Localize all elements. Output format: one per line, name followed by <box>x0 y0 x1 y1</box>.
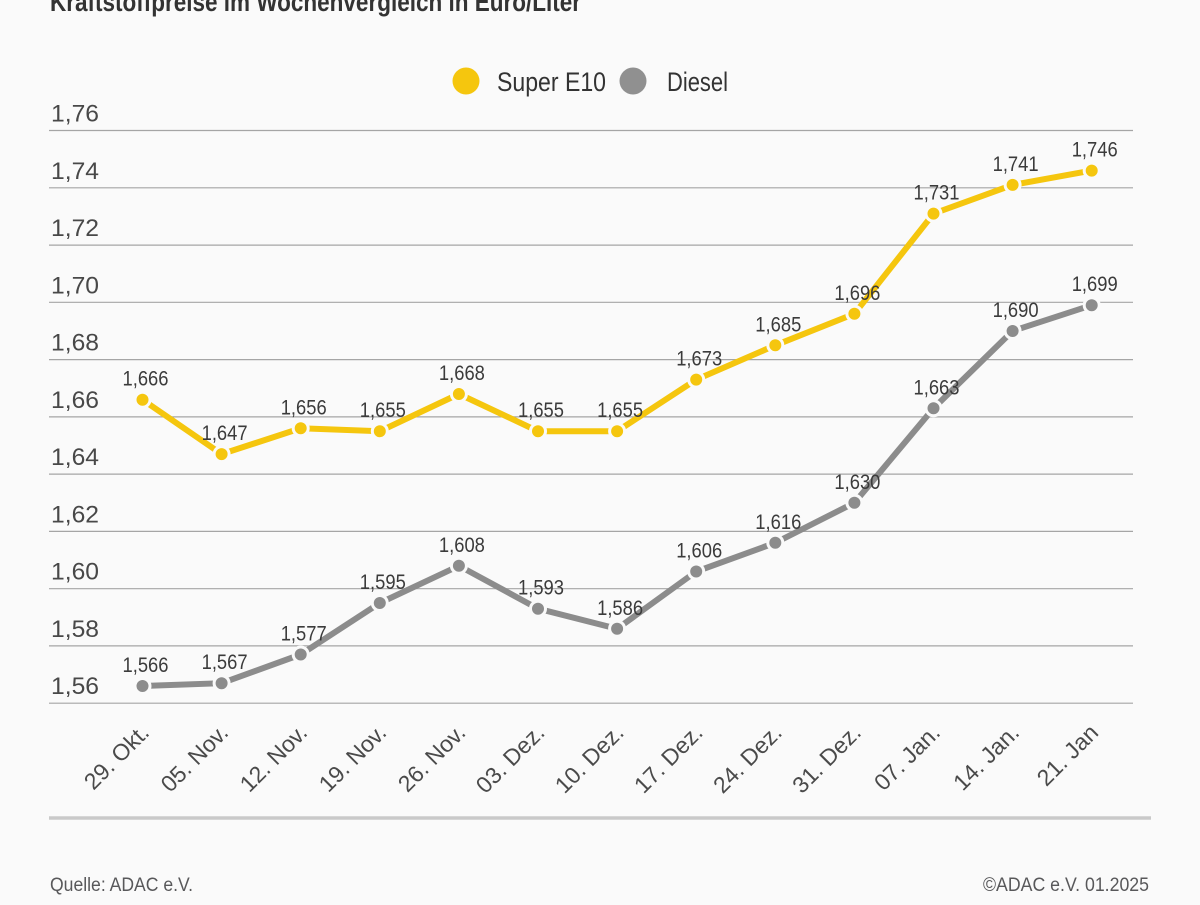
svg-text:©ADAC e.V. 01.2025: ©ADAC e.V. 01.2025 <box>983 875 1149 896</box>
svg-text:Quelle: ADAC e.V.: Quelle: ADAC e.V. <box>50 875 193 896</box>
svg-text:1,70: 1,70 <box>51 272 99 299</box>
svg-text:1,72: 1,72 <box>51 215 99 242</box>
svg-text:1,64: 1,64 <box>51 444 99 471</box>
svg-text:1,595: 1,595 <box>360 570 406 594</box>
svg-text:1,56: 1,56 <box>51 673 99 700</box>
svg-text:1,685: 1,685 <box>755 312 801 336</box>
svg-text:Diesel: Diesel <box>667 67 728 97</box>
svg-text:1,655: 1,655 <box>360 398 406 422</box>
svg-text:1,630: 1,630 <box>834 470 880 494</box>
svg-text:1,586: 1,586 <box>597 596 643 620</box>
svg-text:1,741: 1,741 <box>993 152 1039 176</box>
svg-text:1,746: 1,746 <box>1072 138 1118 162</box>
svg-text:1,647: 1,647 <box>202 421 248 445</box>
svg-text:1,76: 1,76 <box>51 101 99 128</box>
svg-text:1,593: 1,593 <box>518 576 564 600</box>
svg-text:1,666: 1,666 <box>123 367 169 391</box>
svg-text:1,66: 1,66 <box>51 387 99 414</box>
svg-text:1,608: 1,608 <box>439 533 485 557</box>
svg-text:1,62: 1,62 <box>51 501 99 528</box>
svg-text:1,655: 1,655 <box>518 398 564 422</box>
svg-text:Kraftstoffpreise im Wochenverg: Kraftstoffpreise im Wochenvergleich in E… <box>50 0 581 17</box>
svg-text:1,567: 1,567 <box>202 650 248 674</box>
svg-text:1,577: 1,577 <box>281 622 327 646</box>
svg-text:1,566: 1,566 <box>123 653 169 677</box>
svg-text:Super E10: Super E10 <box>497 67 606 97</box>
svg-text:1,656: 1,656 <box>281 395 327 419</box>
svg-text:1,696: 1,696 <box>834 281 880 305</box>
svg-text:1,699: 1,699 <box>1072 272 1118 296</box>
svg-text:1,616: 1,616 <box>755 510 801 534</box>
svg-text:1,68: 1,68 <box>51 330 99 357</box>
svg-text:1,690: 1,690 <box>993 298 1039 322</box>
svg-text:1,673: 1,673 <box>676 347 722 371</box>
svg-text:1,731: 1,731 <box>914 181 960 205</box>
svg-text:1,58: 1,58 <box>51 616 99 643</box>
svg-text:1,668: 1,668 <box>439 361 485 385</box>
svg-text:1,74: 1,74 <box>51 158 99 185</box>
svg-text:1,655: 1,655 <box>597 398 643 422</box>
svg-text:1,60: 1,60 <box>51 559 99 586</box>
svg-text:1,606: 1,606 <box>676 539 722 563</box>
svg-text:1,663: 1,663 <box>914 375 960 399</box>
